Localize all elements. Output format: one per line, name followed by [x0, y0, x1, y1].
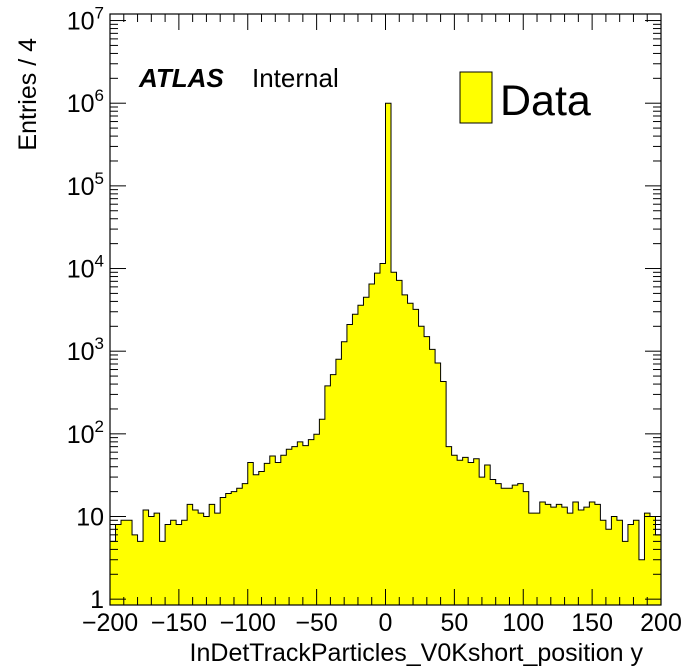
internal-label: Internal: [252, 63, 339, 93]
x-tick-label: 50: [440, 609, 468, 637]
y-tick-label: 103: [67, 334, 104, 366]
y-tick-label: 102: [67, 417, 104, 449]
x-tick-label: 200: [640, 609, 682, 637]
x-tick-label: −100: [220, 609, 276, 637]
x-axis-label: InDetTrackParticles_V0Kshort_position y: [190, 639, 644, 667]
x-tick-label: −200: [82, 609, 138, 637]
x-tick-label: 100: [502, 609, 544, 637]
y-tick-label: 105: [67, 169, 104, 201]
legend-label: Data: [500, 77, 591, 125]
y-tick-label: 107: [67, 4, 104, 36]
atlas-label: ATLAS: [138, 63, 224, 93]
axis-ticks: [109, 14, 662, 605]
y-tick-labels: 1 10 102 103 104 105 106 107: [67, 4, 104, 615]
y-tick-label: 1: [90, 586, 104, 614]
legend: Data: [459, 71, 591, 125]
y-tick-label: 106: [67, 86, 104, 118]
legend-swatch: [459, 71, 493, 124]
x-tick-label: 150: [571, 609, 613, 637]
y-tick-label: 104: [67, 252, 104, 284]
histogram-outline: [109, 102, 662, 605]
x-tick-label: −50: [295, 609, 337, 637]
y-axis-label: Entries / 4: [14, 38, 42, 151]
x-tick-label: −150: [151, 609, 207, 637]
x-tick-labels: −200 −150 −100 −50 0 50 100 150 200: [82, 609, 682, 637]
y-tick-label: 10: [76, 504, 104, 532]
x-tick-label: 0: [379, 609, 393, 637]
